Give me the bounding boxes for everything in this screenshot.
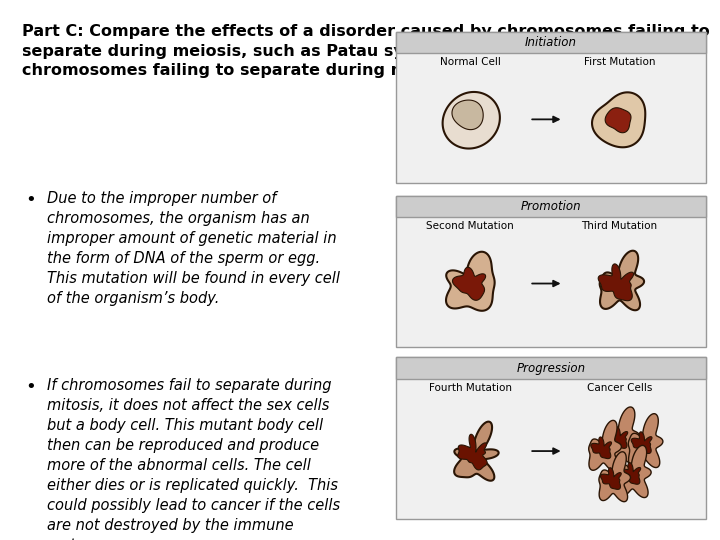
Text: Initiation: Initiation <box>525 36 577 49</box>
Polygon shape <box>589 420 621 471</box>
Polygon shape <box>454 422 499 481</box>
FancyBboxPatch shape <box>396 196 706 347</box>
FancyBboxPatch shape <box>396 196 706 217</box>
Text: Second Mutation: Second Mutation <box>426 221 514 232</box>
FancyBboxPatch shape <box>396 357 706 379</box>
Polygon shape <box>606 108 631 133</box>
Polygon shape <box>598 264 634 301</box>
Text: Normal Cell: Normal Cell <box>440 57 501 68</box>
Polygon shape <box>592 92 645 147</box>
Polygon shape <box>600 468 621 489</box>
Text: If chromosomes fail to separate during
mitosis, it does not affect the sex cells: If chromosomes fail to separate during m… <box>47 378 340 540</box>
Polygon shape <box>603 407 639 464</box>
Polygon shape <box>452 100 483 130</box>
Polygon shape <box>458 434 487 470</box>
Text: Progression: Progression <box>516 362 585 375</box>
FancyBboxPatch shape <box>396 31 706 53</box>
Polygon shape <box>443 92 500 148</box>
Text: •: • <box>25 191 36 208</box>
Polygon shape <box>620 463 641 484</box>
Text: Third Mutation: Third Mutation <box>581 221 657 232</box>
Text: Cancer Cells: Cancer Cells <box>587 383 652 393</box>
FancyBboxPatch shape <box>396 357 706 519</box>
Polygon shape <box>591 437 611 458</box>
Text: First Mutation: First Mutation <box>584 57 655 68</box>
Text: •: • <box>25 378 36 396</box>
Polygon shape <box>607 427 628 448</box>
Polygon shape <box>452 267 485 300</box>
Polygon shape <box>600 251 644 310</box>
Text: Fourth Mutation: Fourth Mutation <box>429 383 512 393</box>
FancyBboxPatch shape <box>396 31 706 183</box>
Polygon shape <box>629 414 663 468</box>
Text: Part C: Compare the effects of a disorder caused by chromosomes failing to
separ: Part C: Compare the effects of a disorde… <box>22 24 709 78</box>
Polygon shape <box>631 432 652 454</box>
Polygon shape <box>446 252 495 311</box>
Polygon shape <box>617 446 651 497</box>
Text: Promotion: Promotion <box>521 200 581 213</box>
Text: Due to the improper number of
chromosomes, the organism has an
improper amount o: Due to the improper number of chromosome… <box>47 191 340 306</box>
Polygon shape <box>599 452 631 502</box>
